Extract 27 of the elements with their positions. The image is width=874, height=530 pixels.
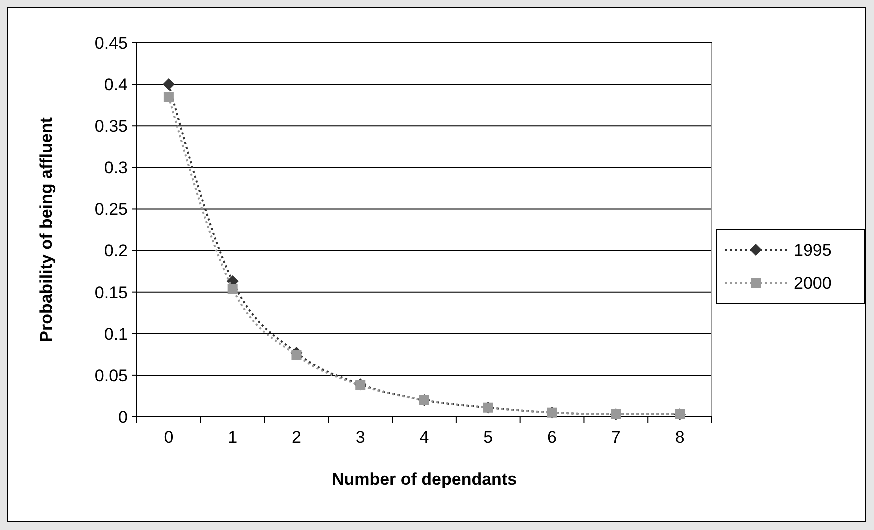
point [164,92,174,102]
x-axis-title: Number of dependants [332,470,518,489]
y-tick-label: 0.05 [94,366,128,386]
y-tick-label: 0.2 [104,242,128,261]
x-tick-label: 1 [228,428,238,447]
x-tick-label: 0 [164,428,174,447]
x-tick-label: 5 [484,428,494,447]
x-tick-label: 7 [611,428,621,447]
y-tick-label: 0.1 [104,324,128,344]
point [228,284,238,294]
point [162,78,175,91]
x-tick-label: 3 [356,428,366,447]
y-tick-label: 0.3 [104,158,128,178]
y-tick-label: 0.45 [94,34,128,53]
legend-label: 1995 [794,240,832,260]
x-tick-label: 8 [675,428,685,447]
y-tick-label: 0.15 [94,283,128,302]
y-axis-title: Probability of being affluent [37,117,56,342]
x-tick-label: 2 [292,428,302,447]
y-tick-label: 0.4 [104,76,128,95]
x-tick-label: 6 [548,428,558,447]
x-tick-label: 4 [420,428,430,447]
point [292,350,302,360]
y-tick-label: 0.25 [94,200,128,220]
legend-label: 2000 [794,274,832,293]
y-tick-label: 0.35 [94,117,128,136]
y-tick-label: 0 [118,408,128,427]
